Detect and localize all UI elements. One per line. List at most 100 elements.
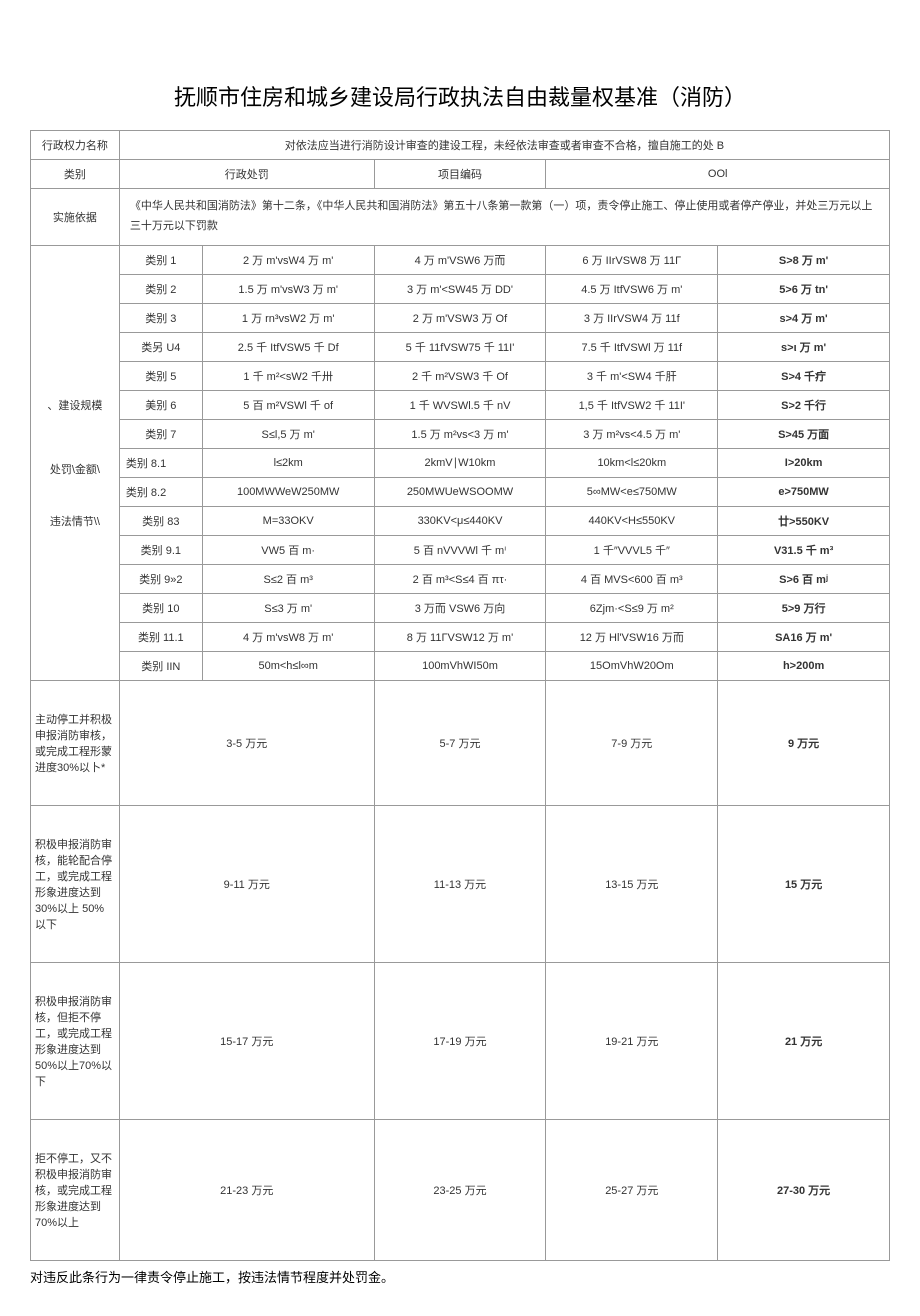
cat-name: 类别 10	[119, 593, 202, 622]
cat-v1: 1 千 m²<sW2 千卅	[202, 361, 374, 390]
penalty-v3: 19-21 万元	[546, 962, 718, 1119]
cat-v3: 3 万 IIrVSW4 万 11f	[546, 303, 718, 332]
cat-v1: l≤2km	[202, 448, 374, 477]
penalty-desc: 积极申报消防审核，但拒不停工，或完成工程形象进度达到 50%以上70%以下	[31, 962, 120, 1119]
value-penalty-type: 行政处罚	[119, 160, 374, 189]
cat-name: 类别 IIN	[119, 651, 202, 680]
cat-name: 类别 9»2	[119, 564, 202, 593]
group-scale-label: 、建设规模	[47, 400, 102, 412]
penalty-desc: 积极申报消防审核，能轮配合停工，或完成工程形象进度达到 30%以上 50%以下	[31, 805, 120, 962]
penalty-desc: 主动停工并积极申报消防审核，或完成工程形蒙进度30%以卜*	[31, 680, 120, 805]
cat-v3: 3 千 m'<SW4 千肝	[546, 361, 718, 390]
cat-v1: 1 万 rn³vsW2 万 m'	[202, 303, 374, 332]
label-category: 类别	[31, 160, 120, 189]
cat-v4: V31.5 千 m³	[718, 535, 890, 564]
penalty-desc: 拒不停工，又不积极申报消防审核，或完成工程形象进度达到 70%以上	[31, 1119, 120, 1260]
penalty-v1: 21-23 万元	[119, 1119, 374, 1260]
cat-v4: e>750MW	[718, 477, 890, 506]
cat-v3: 6Zjm·<S≤9 万 m²	[546, 593, 718, 622]
cat-name: 类别 8.1	[119, 448, 202, 477]
penalty-v4: 9 万元	[718, 680, 890, 805]
label-project-code: 项目编码	[374, 160, 546, 189]
cat-v3: 3 万 m²vs<4.5 万 m'	[546, 419, 718, 448]
label-power-name: 行政权力名称	[31, 131, 120, 160]
cat-v2: 2 百 m³<S≤4 百 πτ·	[374, 564, 546, 593]
cat-v4: 廿>550KV	[718, 506, 890, 535]
penalty-v3: 25-27 万元	[546, 1119, 718, 1260]
cat-v1: S≤3 万 m'	[202, 593, 374, 622]
cat-v2: 5 千 11fVSW75 千 11I'	[374, 332, 546, 361]
cat-v1: S≤l,5 万 m'	[202, 419, 374, 448]
cat-v4: S>2 千行	[718, 390, 890, 419]
penalty-v4: 27-30 万元	[718, 1119, 890, 1260]
penalty-v4: 21 万元	[718, 962, 890, 1119]
penalty-v2: 17-19 万元	[374, 962, 546, 1119]
cat-v2: 5 百 nVVVWl 千 mⁱ	[374, 535, 546, 564]
cat-name: 类别 7	[119, 419, 202, 448]
cat-v1: 4 万 m'vsW8 万 m'	[202, 622, 374, 651]
penalty-v1: 15-17 万元	[119, 962, 374, 1119]
cat-v4: S>4 千疔	[718, 361, 890, 390]
cat-v3: 5∞MW<e≤750MW	[546, 477, 718, 506]
cat-v3: 4 百 MVS<600 百 m³	[546, 564, 718, 593]
cat-v4: s>4 万 m'	[718, 303, 890, 332]
penalty-v4: 15 万元	[718, 805, 890, 962]
group-amount-label: 处罚\金额\	[50, 464, 100, 476]
cat-v1: VW5 百 m·	[202, 535, 374, 564]
cat-name: 类别 8.2	[119, 477, 202, 506]
cat-v3: 12 万 Hl'VSW16 万而	[546, 622, 718, 651]
cat-v3: 10km<l≤20km	[546, 448, 718, 477]
cat-v3: 1,5 千 ItfVSW2 千 11I'	[546, 390, 718, 419]
penalty-v1: 9-11 万元	[119, 805, 374, 962]
cat-name: 类别 2	[119, 274, 202, 303]
cat-v2: 3 万 m'<SW45 万 DD'	[374, 274, 546, 303]
value-project-code: OOl	[546, 160, 890, 189]
cat-v4: 5>6 万 tn'	[718, 274, 890, 303]
cat-name: 美别 6	[119, 390, 202, 419]
cat-v1: 2 万 m'vsW4 万 m'	[202, 245, 374, 274]
main-table: 行政权力名称 对依法应当进行消防设计审查的建设工程，未经依法审查或者审查不合格，…	[30, 130, 890, 1261]
cat-name: 类别 1	[119, 245, 202, 274]
value-basis: 《中华人民共和国消防法》第十二条，《中华人民共和国消防法》第五十八条第一款第（一…	[119, 189, 889, 246]
cat-v3: 15OmVhW20Om	[546, 651, 718, 680]
cat-v1: M=33OKV	[202, 506, 374, 535]
cat-name: 类别 83	[119, 506, 202, 535]
cat-v4: 5>9 万行	[718, 593, 890, 622]
cat-v1: 100MWWeW250MW	[202, 477, 374, 506]
cat-v4: SA16 万 m'	[718, 622, 890, 651]
cat-v3: 4.5 万 ItfVSW6 万 m'	[546, 274, 718, 303]
cat-v3: 6 万 IIrVSW8 万 11Γ	[546, 245, 718, 274]
cat-v2: 4 万 m'VSW6 万而	[374, 245, 546, 274]
cat-v3: 1 千″VVVL5 千″	[546, 535, 718, 564]
penalty-v2: 23-25 万元	[374, 1119, 546, 1260]
cat-v1: S≤2 百 m³	[202, 564, 374, 593]
cat-v2: 1 千 WVSWl.5 千 nV	[374, 390, 546, 419]
cat-name: 类别 3	[119, 303, 202, 332]
cat-v4: S>45 万面	[718, 419, 890, 448]
cat-v2: 8 万 11ΓVSW12 万 m'	[374, 622, 546, 651]
cat-name: 类别 5	[119, 361, 202, 390]
cat-v3: 440KV<H≤550KV	[546, 506, 718, 535]
cat-v2: 250MWUeWSOOMW	[374, 477, 546, 506]
cat-name: 类别 9.1	[119, 535, 202, 564]
cat-v4: h>200m	[718, 651, 890, 680]
cat-v1: 1.5 万 m'vsW3 万 m'	[202, 274, 374, 303]
cat-v2: 1.5 万 m²vs<3 万 m'	[374, 419, 546, 448]
label-basis: 实施依据	[31, 189, 120, 246]
cat-v2: 2 千 m²VSW3 千 Of	[374, 361, 546, 390]
penalty-v3: 7-9 万元	[546, 680, 718, 805]
group-scale: 、建设规模 处罚\金额\ 违法情节\\	[31, 245, 120, 680]
cat-v1: 2.5 千 ItfVSW5 千 Df	[202, 332, 374, 361]
footnote: 对违反此条行为一律责令停止施工，按违法情节程度并处罚金。	[30, 1267, 890, 1286]
cat-v2: 2 万 m'VSW3 万 Of	[374, 303, 546, 332]
cat-v1: 5 百 m²VSWl 千 of	[202, 390, 374, 419]
cat-v2: 330KV<μ≤440KV	[374, 506, 546, 535]
cat-name: 类别 11.1	[119, 622, 202, 651]
cat-v2: 2kmV∣W10km	[374, 448, 546, 477]
cat-v4: s>ι 万 m'	[718, 332, 890, 361]
cat-v2: 100mVhWI50m	[374, 651, 546, 680]
cat-name: 类另 U4	[119, 332, 202, 361]
cat-v4: S>6 百 mʲ	[718, 564, 890, 593]
group-violation-label: 违法情节\\	[50, 516, 100, 528]
penalty-v1: 3-5 万元	[119, 680, 374, 805]
